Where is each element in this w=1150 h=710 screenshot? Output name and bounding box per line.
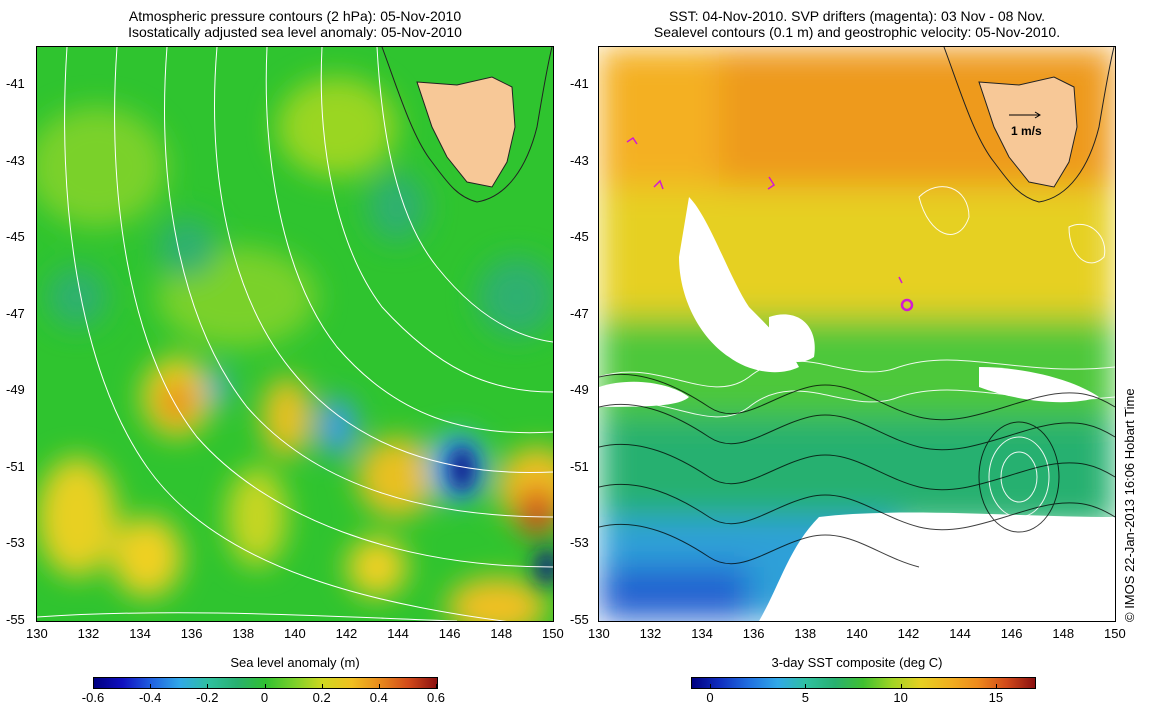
right-colorbar-label: 3-day SST composite (deg C) [771,655,943,670]
velocity-scale-label: 1 m/s [1011,124,1042,138]
sst-map: 1 m/s [598,46,1116,622]
left-title-line2: Isostatically adjusted sea level anomaly… [128,24,462,40]
left-colorbar-label: Sea level anomaly (m) [230,655,360,670]
lon-tick-label: 142 [335,626,358,641]
colorbar-tick-label: 15 [988,690,1004,705]
colorbar-tick-label: 0.2 [312,690,331,705]
lon-tick-label: 136 [742,626,765,641]
lon-tick-label: 132 [639,626,662,641]
lon-tick-label: 150 [542,626,564,641]
lon-tick-label: 130 [588,626,610,641]
colorbar-tick-label: 0.6 [426,690,446,705]
lat-tick-label: -53 [570,535,589,551]
colorbar-tick-label: -0.2 [196,690,219,705]
lat-tick-label: -41 [6,76,25,91]
colorbar-tick-label: 10 [893,690,908,705]
cloud-gaps [599,197,1115,621]
sealevel-contours [599,186,1115,518]
lat-tick-label: -55 [570,612,589,627]
lon-tick-label: 134 [129,626,151,641]
svp-drifters [626,136,914,312]
right-title-line1: SST: 04-Nov-2010. SVP drifters (magenta)… [668,8,1046,24]
sea-level-anomaly-map [36,46,554,622]
pressure-contours [37,47,553,621]
lon-tick-label: 140 [284,626,306,641]
lat-tick-label: -49 [6,382,25,398]
colorbar-tick-mark [93,684,94,689]
copyright-text: © IMOS 22-Jan-2013 16:06 Hobart Time [1122,388,1137,622]
lat-tick-label: -51 [6,458,25,474]
colorbar-tick-label: -0.4 [138,690,162,705]
lat-tick-label: -49 [570,382,589,398]
colorbar-tick-label: 0.4 [369,690,388,705]
colorbar-tick-mark [805,684,807,689]
velocity-scale [1009,111,1041,119]
lat-tick-label: -45 [6,229,25,245]
left-colorbar [93,677,438,689]
lon-tick-label: 148 [1052,626,1075,641]
lat-tick-label: -53 [6,535,25,551]
colorbar-tick-mark [150,684,152,689]
lat-tick-label: -41 [570,76,589,91]
lon-tick-label: 148 [490,626,513,641]
lon-tick-label: 134 [691,626,713,641]
colorbar-tick-label: 0 [260,690,269,705]
lon-tick-label: 150 [1104,626,1126,641]
lon-tick-label: 132 [77,626,100,641]
colorbar-tick-mark [436,684,437,689]
anomaly-field [37,77,553,621]
lon-tick-label: 144 [949,626,971,641]
lat-tick-label: -47 [6,305,25,321]
lat-tick-label: -47 [570,305,589,321]
lon-tick-label: 136 [180,626,203,641]
colorbar-tick-mark [207,684,209,689]
lat-tick-label: -43 [570,152,589,168]
lon-tick-label: 138 [794,626,817,641]
tasmania-land [416,76,516,188]
right-title-line2: Sealevel contours (0.1 m) and geostrophi… [653,24,1061,40]
colorbar-tick-mark [710,684,712,689]
colorbar-tick-mark [264,684,266,689]
lon-tick-label: 142 [897,626,920,641]
lon-tick-label: 138 [232,626,255,641]
lon-tick-label: 130 [26,626,48,641]
lon-tick-label: 146 [1000,626,1023,641]
lon-tick-label: 144 [387,626,409,641]
lon-tick-label: 140 [846,626,868,641]
lon-tick-label: 146 [438,626,461,641]
geostrophic-velocity-arrows [599,373,1115,568]
colorbar-tick-mark [378,684,380,689]
colorbar-tick-mark [995,684,997,689]
colorbar-tick-label: 0 [706,690,714,705]
lat-tick-label: -51 [570,458,589,474]
lat-tick-label: -43 [6,152,25,168]
left-title-line1: Atmospheric pressure contours (2 hPa): 0… [128,8,462,24]
colorbar-tick-mark [321,684,323,689]
right-colorbar [691,677,1036,689]
lat-tick-label: -55 [6,612,25,627]
colorbar-tick-mark [900,684,902,689]
lat-tick-label: -45 [570,229,589,245]
colorbar-tick-label: 5 [801,690,809,705]
tasmania-land-sst [978,76,1078,188]
colorbar-tick-label: -0.6 [81,690,105,705]
